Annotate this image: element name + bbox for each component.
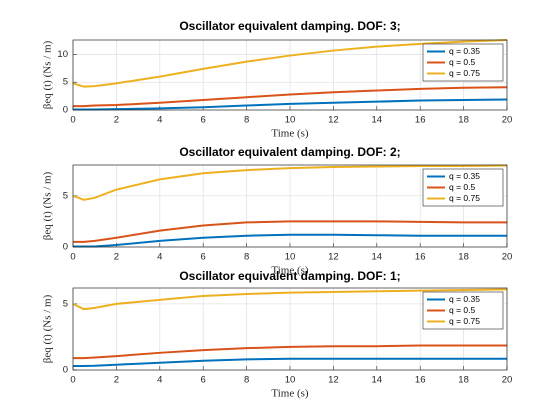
x-tick-label: 20 — [502, 115, 513, 126]
axes-box — [72, 287, 508, 371]
x-tick-label: 14 — [372, 115, 383, 126]
legend-label: q = 0.35 — [449, 171, 480, 181]
x-tick-label: 0 — [70, 375, 75, 386]
x-tick-label: 16 — [415, 115, 426, 126]
x-tick-label: 2 — [114, 115, 119, 126]
x-tick-label: 6 — [201, 375, 206, 386]
x-axis-label: Time (s) — [271, 388, 309, 400]
series-line — [73, 357, 507, 368]
series-line — [73, 98, 508, 111]
chart-title: Oscillator equivalent damping. DOF: 1; — [179, 269, 400, 283]
y-tick-label: 10 — [57, 49, 68, 60]
x-tick-label: 16 — [415, 375, 426, 386]
x-tick-label: 0 — [70, 115, 75, 126]
x-tick-label: 2 — [114, 375, 119, 386]
y-tick-label: 5 — [63, 298, 68, 309]
y-axis-label: βeq (t) (Ns / m) — [42, 40, 54, 109]
x-tick-label: 0 — [70, 252, 75, 263]
series-line — [72, 39, 508, 88]
x-tick-label: 10 — [285, 252, 296, 263]
legend-label: q = 0.75 — [449, 193, 480, 203]
x-tick-label: 18 — [458, 252, 469, 263]
x-tick-label: 14 — [372, 375, 383, 386]
y-tick-label: 5 — [63, 77, 68, 88]
x-tick-label: 18 — [458, 375, 469, 386]
x-tick-label: 18 — [458, 115, 469, 126]
x-tick-label: 12 — [328, 375, 339, 386]
legend-box — [422, 43, 504, 82]
y-tick-label: 0 — [63, 365, 68, 376]
series-line — [72, 164, 508, 201]
x-tick-label: 14 — [372, 252, 383, 263]
x-axis-label: Time (s) — [271, 265, 309, 277]
x-tick-label: 8 — [244, 252, 249, 263]
x-axis-label: Time (s) — [271, 128, 309, 140]
x-tick-label: 20 — [502, 252, 513, 263]
legend-label: q = 0.75 — [449, 68, 480, 78]
x-tick-label: 16 — [415, 252, 426, 263]
x-tick-label: 10 — [285, 375, 296, 386]
legend-label: q = 0.75 — [449, 316, 480, 326]
x-tick-label: 20 — [502, 375, 513, 386]
chart-title: Oscillator equivalent damping. DOF: 2; — [179, 145, 400, 159]
legend-label: q = 0.5 — [449, 305, 476, 315]
x-tick-label: 4 — [157, 375, 162, 386]
y-axis-label: βeq (t) (Ns / m) — [42, 294, 54, 363]
x-tick-label: 2 — [114, 252, 119, 263]
axes-box — [72, 164, 508, 248]
x-tick-label: 4 — [157, 252, 162, 263]
y-tick-label: 5 — [63, 190, 68, 201]
y-tick-label: 0 — [63, 105, 68, 116]
legend-label: q = 0.5 — [449, 182, 476, 192]
legend-label: q = 0.35 — [449, 46, 480, 56]
series-line — [73, 220, 507, 243]
y-axis-label: βeq (t) (Ns / m) — [42, 171, 54, 240]
series-line — [73, 233, 507, 248]
x-tick-label: 12 — [328, 252, 339, 263]
series-line — [72, 288, 508, 311]
x-tick-label: 6 — [201, 115, 206, 126]
legend-label: q = 0.35 — [449, 294, 480, 304]
series-line — [73, 86, 508, 108]
x-tick-label: 4 — [157, 115, 162, 126]
axes-box — [72, 39, 508, 111]
y-tick-label: 0 — [63, 242, 68, 253]
legend-label: q = 0.5 — [449, 57, 476, 67]
x-tick-label: 8 — [244, 115, 249, 126]
series-line — [73, 344, 507, 360]
x-tick-label: 12 — [328, 115, 339, 126]
chart-title: Oscillator equivalent damping. DOF: 3; — [179, 19, 400, 33]
x-tick-label: 10 — [285, 115, 296, 126]
x-tick-label: 6 — [201, 252, 206, 263]
x-tick-label: 8 — [244, 375, 249, 386]
